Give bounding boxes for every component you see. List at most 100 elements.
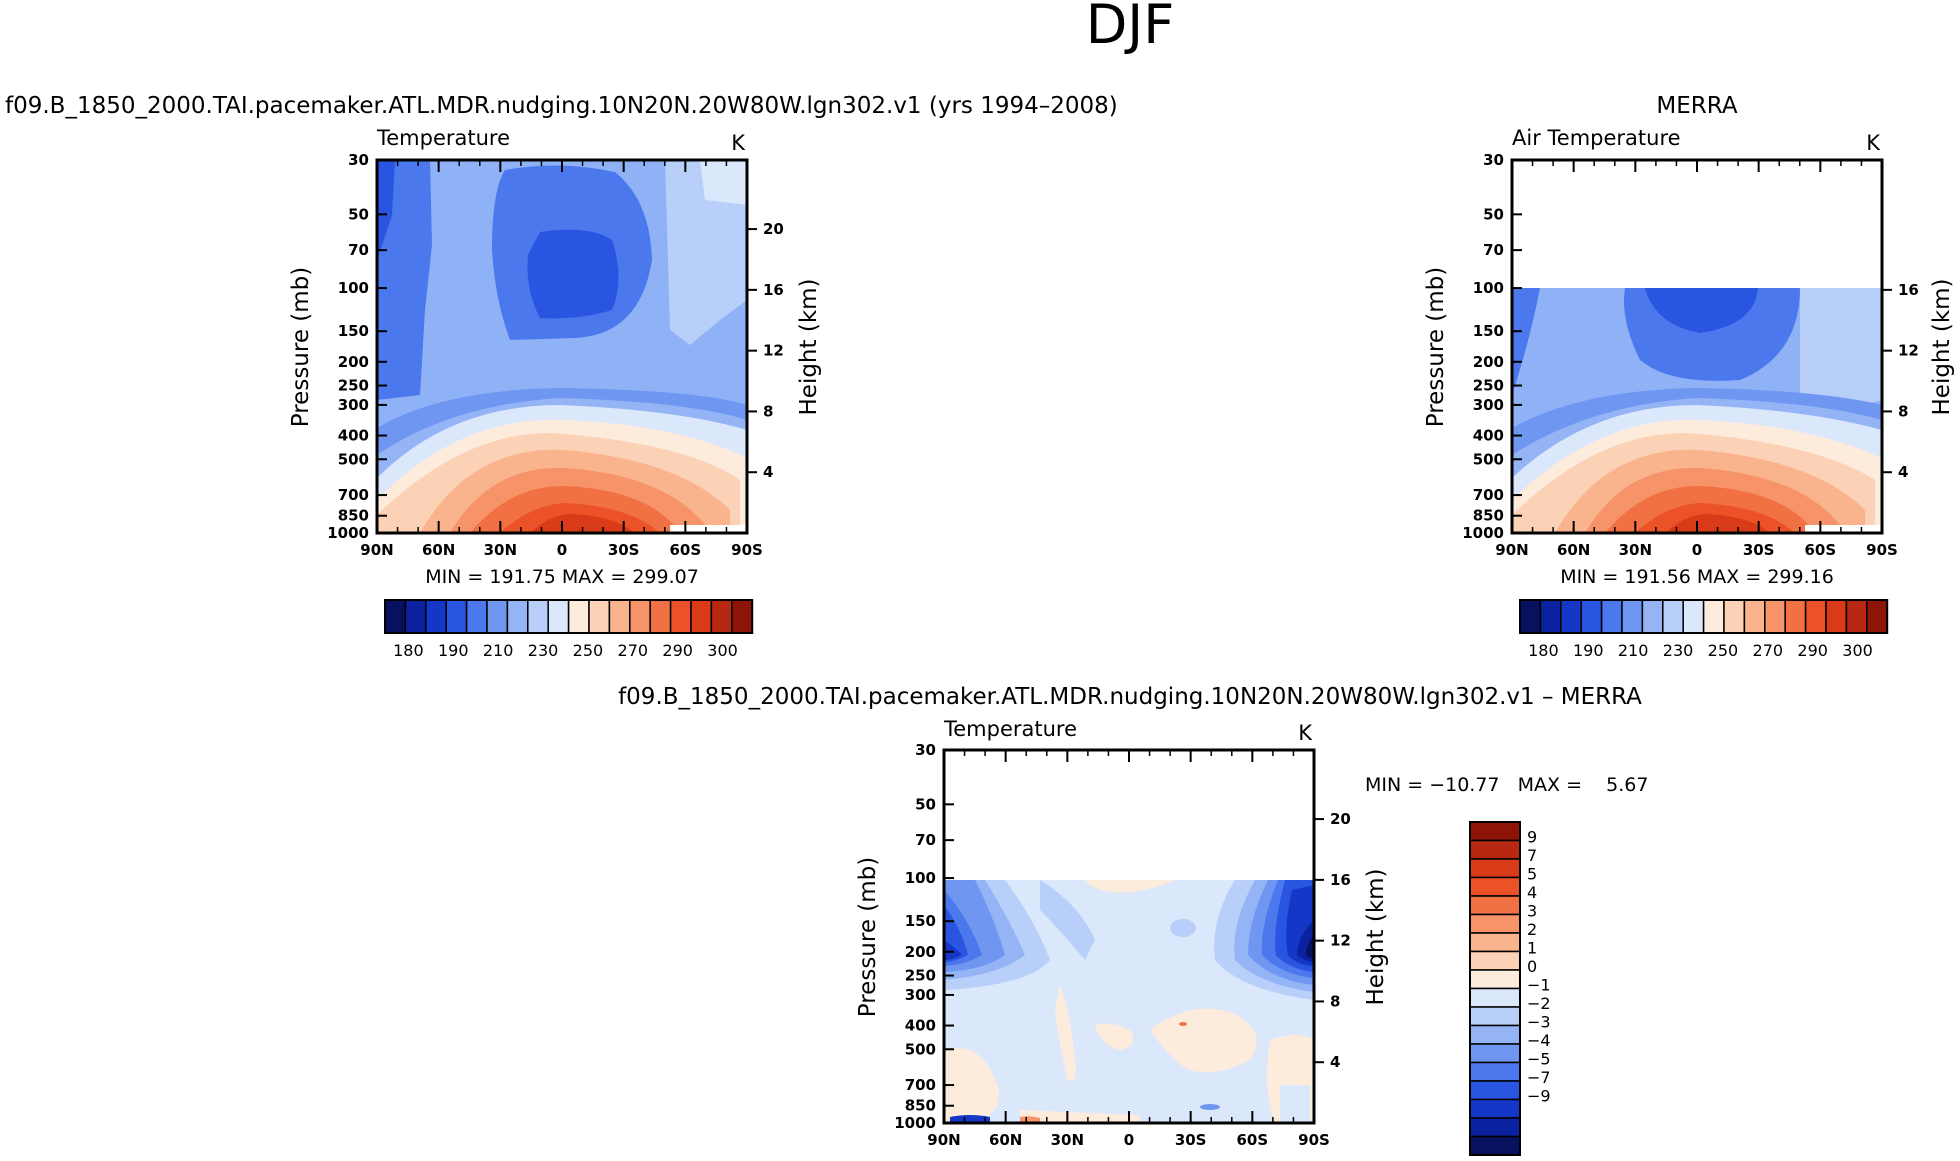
panel-model-ylabel-right: Height (km)	[796, 278, 822, 415]
y-tick-label: 200	[1473, 353, 1504, 371]
y-right-tick-label: 16	[763, 281, 784, 299]
y-right-tick-label: 8	[1330, 992, 1340, 1010]
colorbar-label: 180	[1528, 641, 1559, 660]
panel-diff-heading: f09.B_1850_2000.TAI.pacemaker.ATL.MDR.nu…	[618, 684, 1642, 710]
y-right-tick-label: 20	[763, 220, 784, 238]
y-tick-label: 50	[1483, 205, 1504, 223]
y-tick-label: 300	[905, 986, 936, 1004]
y-tick-label: 700	[905, 1076, 936, 1094]
colorbar-box	[690, 599, 713, 634]
colorbar-box	[404, 599, 427, 634]
contour-level	[377, 160, 395, 260]
x-tick-label: 60S	[1804, 541, 1836, 559]
y-right-tick-label: 4	[1330, 1053, 1340, 1071]
y-tick-label: 300	[338, 396, 369, 414]
panel-diff-stats: MIN = −10.77 MAX = 5.67	[1365, 774, 1648, 796]
colorbar-label: −4	[1527, 1031, 1551, 1050]
x-tick-label: 60S	[1236, 1131, 1268, 1149]
panel-model-heading: f09.B_1850_2000.TAI.pacemaker.ATL.MDR.nu…	[5, 93, 1118, 119]
x-tick-label: 0	[1692, 541, 1702, 559]
colorbar-frame	[384, 599, 754, 634]
y-tick-label: 100	[1473, 279, 1504, 297]
colorbar-box	[1641, 599, 1664, 634]
y-tick-label: 100	[905, 869, 936, 887]
x-tick-label: 90N	[927, 1131, 960, 1149]
colorbar-box	[384, 599, 407, 634]
colorbar-box	[1702, 599, 1725, 634]
colorbar-box	[588, 599, 611, 634]
y-tick-label: 400	[905, 1017, 936, 1035]
y-tick-label: 150	[338, 322, 369, 340]
contour-level	[1020, 1110, 1140, 1123]
colorbar-box	[1560, 599, 1582, 634]
contour-level	[1040, 880, 1095, 960]
y-tick-label: 1000	[894, 1114, 936, 1132]
contour-level	[1085, 880, 1175, 893]
colorbar-box	[731, 599, 753, 634]
contour-level	[530, 514, 635, 533]
colorbar-box	[506, 599, 529, 634]
panel-obs: MERRA Air Temperature K 90N 60N 30N 0 30S 60S…	[1423, 93, 1955, 660]
contour-level	[1200, 1104, 1220, 1110]
panel-obs-colorbar: 180 190 210 230 250 270 290 300	[1519, 599, 1889, 660]
panel-diff-axes: 90N 60N 30N 0 30S 60S 90S 30 50 70 100 150 200 250300…	[894, 741, 1351, 1149]
colorbar-label: −3	[1527, 1013, 1551, 1032]
contour-level	[1645, 288, 1758, 333]
colorbar-label: 230	[528, 641, 559, 660]
colorbar-box	[1469, 895, 1521, 916]
y-tick-label: 100	[338, 279, 369, 297]
y-right-tick-label: 8	[763, 402, 773, 420]
colorbar-box	[527, 599, 549, 634]
contour-level	[377, 160, 432, 400]
colorbar-label: 190	[1573, 641, 1604, 660]
colorbar-box	[486, 599, 509, 634]
colorbar-label: 300	[1842, 641, 1873, 660]
y-tick-label: 500	[905, 1040, 936, 1058]
y-right-tick-label: 16	[1330, 871, 1351, 889]
colorbar-box	[1621, 599, 1644, 634]
y-tick-label: 400	[1473, 427, 1504, 445]
colorbar-box	[1764, 599, 1786, 634]
colorbar-label: −7	[1527, 1068, 1551, 1087]
colorbar-box	[1723, 599, 1746, 634]
colorbar-label: 250	[1708, 641, 1739, 660]
y-tick-label: 70	[348, 241, 369, 259]
contour-level	[1665, 514, 1770, 533]
contour-level	[1512, 288, 1540, 395]
colorbar-box	[1469, 1061, 1521, 1082]
colorbar-box	[1784, 599, 1807, 634]
colorbar-box	[669, 599, 692, 634]
contour-level	[1095, 1023, 1134, 1050]
land-mask	[670, 525, 747, 533]
y-tick-label: 70	[915, 831, 936, 849]
contour-level	[944, 1048, 999, 1123]
y-right-tick-label: 20	[1330, 810, 1351, 828]
panel-obs-field: Air Temperature	[1512, 126, 1681, 150]
y-tick-label: 30	[915, 741, 936, 759]
y-tick-label: 500	[338, 450, 369, 468]
panel-diff-ylabel: Pressure (mb)	[855, 857, 881, 1017]
x-tick-label: 90N	[1495, 541, 1528, 559]
x-tick-label: 0	[557, 541, 567, 559]
y-right-tick-label: 4	[763, 463, 773, 481]
colorbar-box	[1682, 599, 1705, 634]
colorbar-label: 180	[393, 641, 424, 660]
colorbar-label: 2	[1527, 920, 1537, 939]
contour-level	[1179, 1022, 1187, 1026]
colorbar-box	[567, 599, 590, 634]
colorbar-box	[1866, 599, 1888, 634]
y-right-tick-label: 8	[1898, 402, 1908, 420]
panel-model-field: Temperature	[376, 126, 510, 150]
contour-level	[527, 229, 619, 319]
colorbar-label: 250	[573, 641, 604, 660]
x-tick-label: 90S	[731, 541, 763, 559]
y-tick-label: 50	[915, 795, 936, 813]
contour-level	[1280, 1085, 1310, 1123]
colorbar-label: 3	[1527, 902, 1537, 921]
panel-diff: f09.B_1850_2000.TAI.pacemaker.ATL.MDR.nu…	[618, 684, 1648, 1156]
panel-model-colorbar: 180 190 210 230 250 270 290 300	[384, 599, 754, 660]
colorbar-box	[608, 599, 631, 634]
panel-obs-stats: MIN = 191.56 MAX = 299.16	[1560, 566, 1834, 588]
colorbar-box	[1539, 599, 1562, 634]
